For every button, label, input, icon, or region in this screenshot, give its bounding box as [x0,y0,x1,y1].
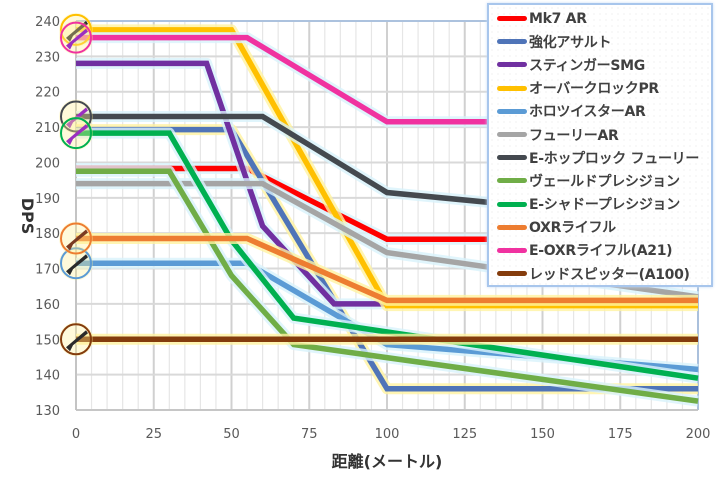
y-tick-label: 230 [35,50,60,65]
legend-item: E-ホップロック フューリー [497,146,711,169]
weapon-icon [59,221,93,256]
legend-label: ホロツイスターAR [529,104,646,121]
legend-label: E-シャドープレシジョン [529,197,680,214]
x-tick-label: 200 [686,427,711,442]
icon-ring [60,21,92,54]
weapon-icon [59,322,93,357]
legend-label: フューリーAR [529,127,619,144]
y-tick-label: 140 [35,369,60,384]
icon-ring [60,323,92,356]
legend-label: 強化アサルト [529,34,612,51]
x-tick-label: 100 [375,427,400,442]
legend-item: ヴェールドプレシジョン [497,169,711,192]
icon-ring [60,100,92,133]
icon-ring [60,247,92,280]
legend-label: E-OXRライフル(A21) [529,243,673,260]
y-tick-label: 160 [35,298,60,313]
x-tick-label: 125 [452,427,477,442]
legend-item: 強化アサルト [497,30,711,53]
legend-swatch [497,155,527,161]
legend-swatch [497,271,527,277]
legend-item: Mk7 AR [497,7,711,30]
legend-item: レッドスピッター(A100) [497,262,711,285]
series-line-2 [76,60,387,307]
gun-icon [66,254,88,276]
legend-item: E-シャドープレシジョン [497,193,711,216]
legend-item: E-OXRライフル(A21) [497,239,711,262]
legend-item: ホロツイスターAR [497,100,711,123]
legend-swatch [497,62,527,68]
icon-ring [60,222,92,255]
weapon-icons [59,12,93,357]
weapon-icon [59,116,93,151]
y-axis-ticks: 130 140 150 160 170 180 190 200 210 220 230 240 [35,15,60,419]
y-tick-label: 220 [35,86,60,101]
y-tick-label: 210 [35,121,60,136]
legend-swatch [497,39,527,45]
legend-item: フューリーAR [497,123,711,146]
x-tick-label: 75 [301,427,318,442]
legend: Mk7 AR 強化アサルトスティンガーSMG オーバークロックPR ホロツイスターAR… [487,3,713,287]
gun-icon [66,28,88,50]
series-line-9 [76,235,698,304]
legend-swatch [497,16,527,22]
gun-icon [66,330,88,352]
x-axis-ticks: 0 25 50 75 100 125 150 175 200 [72,427,711,442]
x-tick-label: 150 [530,427,555,442]
gun-icon [66,124,88,146]
gun-icon [66,20,88,42]
y-tick-label: 150 [35,333,60,348]
icon-ring [60,13,92,46]
legend-label: オーバークロックPR [529,81,659,98]
weapon-icon [59,12,93,47]
x-tick-label: 50 [223,427,240,442]
y-axis-title: DPS [18,198,37,235]
legend-swatch [497,85,527,91]
legend-item: スティンガーSMG [497,53,711,76]
series-line-7 [76,168,699,404]
x-tick-label: 175 [608,427,633,442]
legend-swatch [497,178,527,184]
legend-item: OXRライフル [497,216,711,239]
legend-swatch [497,108,527,114]
y-tick-label: 190 [35,192,60,207]
icon-ring [60,117,92,150]
legend-label: レッドスピッター(A100) [529,266,690,283]
x-tick-label: 25 [145,427,162,442]
y-tick-label: 180 [35,227,60,242]
y-tick-label: 240 [35,15,60,30]
legend-label: E-ホップロック フューリー [529,150,700,167]
legend-swatch [497,201,527,207]
weapon-icon [59,246,93,281]
y-tick-label: 200 [35,156,60,171]
legend-label: スティンガーSMG [529,57,645,74]
x-axis-title: 距離(メートル) [332,452,443,471]
legend-swatch [497,224,527,230]
legend-label: Mk7 AR [529,10,587,27]
weapon-icon [59,20,93,55]
legend-label: ヴェールドプレシジョン [529,173,680,190]
legend-swatch [497,132,527,138]
x-tick-label: 0 [72,427,80,442]
y-tick-label: 170 [35,263,60,278]
legend-swatch [497,247,527,253]
legend-item: オーバークロックPR [497,77,711,100]
legend-label: OXRライフル [529,220,616,237]
y-tick-label: 130 [35,404,60,419]
gun-icon [66,229,88,251]
